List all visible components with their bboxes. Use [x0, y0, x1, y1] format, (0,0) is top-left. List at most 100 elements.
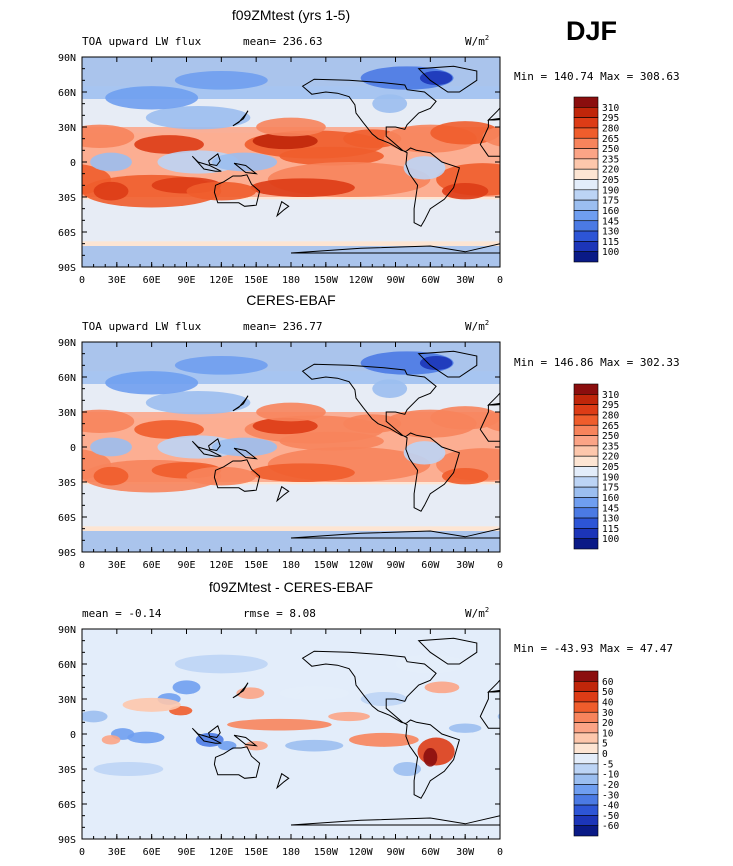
field	[82, 57, 500, 267]
y-tick-label: 0	[70, 158, 76, 169]
x-tick-label: 30W	[456, 847, 475, 858]
colorbar-label: 190	[602, 472, 619, 483]
x-tick-label: 90E	[177, 275, 195, 286]
coastline	[191, 65, 500, 254]
x-tick-label: 30E	[108, 560, 126, 571]
colorbar-label: 5	[602, 739, 608, 750]
field-blob	[145, 391, 251, 415]
x-tick-label: 120E	[209, 560, 233, 571]
colorbar-label: 220	[602, 452, 619, 463]
colorbar-label: 175	[602, 196, 619, 207]
colorbar-label: 160	[602, 206, 619, 217]
field-blob	[172, 680, 201, 695]
colorbar-swatch	[573, 517, 599, 529]
colorbar-swatch	[573, 251, 599, 263]
field-band	[82, 531, 500, 552]
units-label: W/m2	[465, 319, 489, 333]
colorbar-label: -5	[602, 759, 613, 770]
colorbar-swatch	[573, 476, 599, 488]
field-blob	[90, 437, 132, 457]
field-blob	[279, 146, 384, 166]
x-tick-label: 90W	[386, 560, 405, 571]
field-blob	[145, 106, 251, 130]
colorbar-label: -60	[602, 821, 619, 832]
colorbar-label: 190	[602, 185, 619, 196]
field-blob	[212, 437, 278, 457]
x-tick-label: 0	[497, 275, 503, 286]
colorbar-swatch	[573, 148, 599, 160]
field-blob	[328, 711, 370, 722]
field-blob	[82, 409, 135, 433]
field-blob	[93, 181, 129, 201]
coastline	[191, 350, 500, 539]
panel-title: CERES-EBAF	[246, 292, 335, 308]
colorbar-label: 295	[602, 400, 619, 411]
x-tick-label: 0	[79, 847, 85, 858]
field-blob	[360, 692, 408, 706]
x-tick-label: 90E	[177, 847, 195, 858]
colorbar-swatch	[573, 815, 599, 826]
field-blob	[186, 466, 257, 486]
colorbar-label: -30	[602, 790, 619, 801]
coastline	[191, 637, 500, 826]
y-tick-label: 60N	[58, 88, 76, 99]
field-blob	[134, 135, 204, 154]
colorbar-swatch	[573, 435, 599, 447]
colorbar-label: 235	[602, 441, 619, 452]
x-tick-label: 90W	[386, 847, 405, 858]
panel-title: f09ZMtest (yrs 1-5)	[232, 7, 350, 23]
colorbar-swatch	[573, 230, 599, 242]
field-blob	[423, 748, 438, 767]
colorbar-label: 100	[602, 534, 619, 545]
colorbar-swatch	[573, 538, 599, 550]
units-label: W/m2	[465, 34, 489, 48]
x-tick-label: 60E	[143, 275, 161, 286]
field	[82, 629, 500, 839]
colorbar-swatch	[573, 96, 599, 108]
colorbar-label: -50	[602, 811, 619, 822]
y-tick-label: 30N	[58, 408, 76, 419]
x-tick-label: 180	[282, 560, 300, 571]
colorbar-swatch	[573, 383, 599, 395]
colorbar-label: 115	[602, 524, 619, 535]
colorbar-swatch	[573, 763, 599, 775]
colorbar-label: 310	[602, 103, 619, 114]
x-tick-label: 30W	[456, 275, 475, 286]
x-tick-label: 120W	[349, 847, 374, 858]
field-blob	[441, 468, 489, 485]
field-blob	[349, 732, 419, 747]
colorbar-swatch	[573, 241, 599, 252]
field-band	[82, 246, 500, 267]
field-blob	[174, 71, 268, 90]
season-label: DJF	[566, 16, 618, 46]
x-tick-label: 60E	[143, 560, 161, 571]
field-blob	[186, 181, 257, 201]
field-blob	[93, 466, 129, 486]
colorbar-label: -40	[602, 801, 619, 812]
colorbar-swatch	[573, 528, 599, 539]
colorbar-swatch	[573, 794, 599, 806]
colorbar-swatch	[573, 414, 599, 426]
y-tick-label: 30N	[58, 695, 76, 706]
colorbar-label: -10	[602, 770, 619, 781]
field	[82, 342, 500, 552]
colorbar-label: 40	[602, 697, 614, 708]
colorbar-swatch	[573, 168, 599, 180]
colorbar-swatch	[573, 732, 599, 744]
field-blob	[93, 762, 164, 776]
field-blob	[256, 402, 326, 422]
y-tick-label: 90N	[58, 338, 76, 349]
colorbar-label: 130	[602, 514, 619, 525]
colorbar-label: 130	[602, 227, 619, 238]
y-tick-label: 30S	[58, 765, 76, 776]
colorbar-swatch	[573, 210, 599, 222]
colorbar-label: 100	[602, 247, 619, 258]
colorbar-swatch	[573, 711, 599, 723]
colorbar-swatch	[573, 404, 599, 416]
colorbar-swatch	[573, 137, 599, 149]
colorbar-swatch	[573, 742, 599, 754]
x-tick-label: 180	[282, 275, 300, 286]
colorbar-label: 250	[602, 431, 619, 442]
